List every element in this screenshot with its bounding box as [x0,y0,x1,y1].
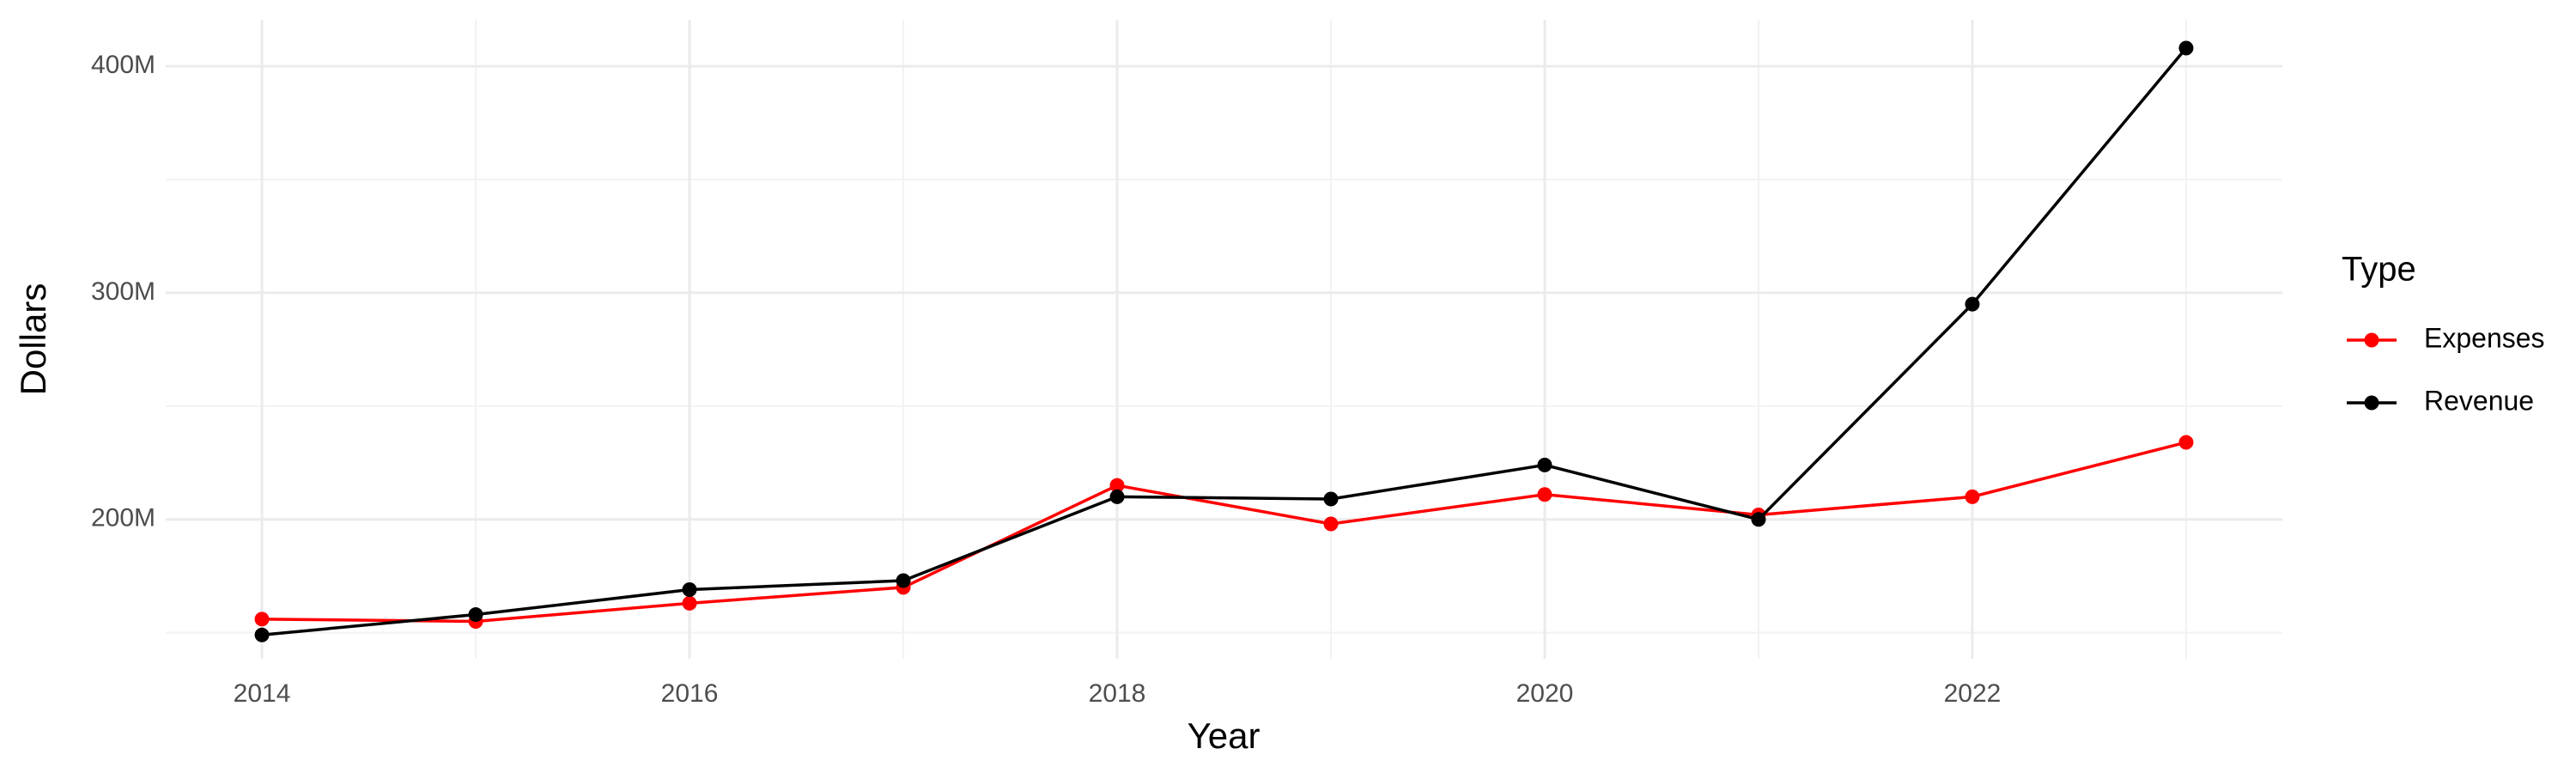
x-tick-label: 2022 [1944,679,2002,708]
plot-area [254,40,2194,642]
data-point [1537,487,1552,502]
data-point [2178,435,2194,450]
data-point [1323,491,1339,507]
data-point [1965,489,1980,504]
data-point [1965,296,1980,312]
data-point [1109,489,1125,504]
data-point [896,573,911,588]
legend-label: Expenses [2424,322,2545,353]
data-point [682,595,697,611]
data-point [254,612,270,627]
data-point [254,627,270,642]
legend-marker [2364,395,2379,411]
data-point [1537,457,1552,472]
data-point [1109,478,1125,493]
x-axis-title: Year [1188,715,1261,756]
x-tick-label: 2014 [234,679,291,708]
legend-label: Revenue [2424,385,2534,416]
legend-title: Type [2342,251,2416,289]
x-tick-label: 2016 [661,679,719,708]
x-tick-label: 2020 [1516,679,1574,708]
x-tick-label: 2018 [1089,679,1146,708]
data-point [2178,40,2194,56]
data-point [1751,512,1766,527]
data-point [1323,516,1339,532]
grid [166,20,2282,659]
y-tick-label: 400M [91,51,155,79]
data-point [682,582,697,598]
series-line [262,441,2187,624]
y-axis-title: Dollars [13,283,53,396]
y-tick-label: 300M [91,277,155,306]
legend-marker [2364,332,2379,348]
series-line [261,46,2188,637]
y-tick-label: 200M [91,504,155,533]
data-point [468,607,483,623]
